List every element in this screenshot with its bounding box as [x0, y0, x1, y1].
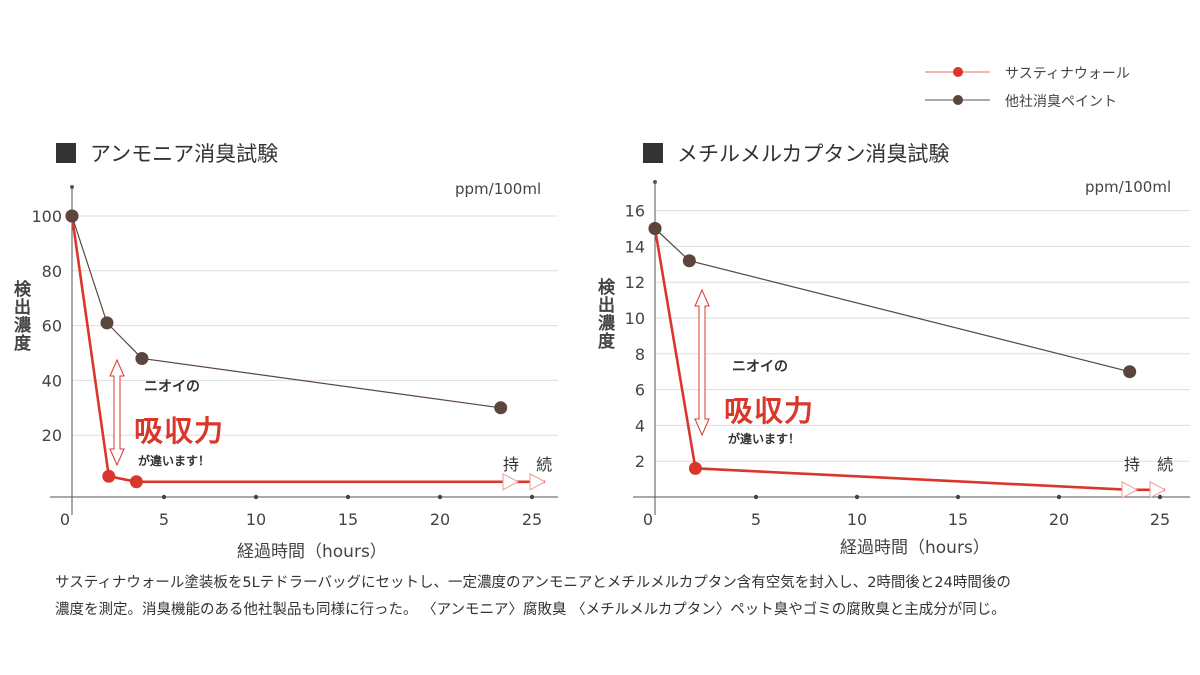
chart1-unit: ppm/100ml: [455, 180, 542, 198]
chart1-series-other-point: [494, 401, 508, 415]
chart1-xtick-label: 0: [60, 510, 70, 529]
legend-label-sustina: サスティナウォール: [1005, 66, 1130, 82]
chart1-ytick-label: 20: [42, 426, 62, 445]
chart2-ytick-label: 12: [625, 273, 645, 292]
chart2-xtick-mark: [955, 494, 961, 500]
chart1-xtick-label: 10: [246, 510, 266, 529]
chart1-xtick-label: 20: [430, 510, 450, 529]
chart1-title: アンモニア消臭試験: [56, 138, 278, 168]
chart2-difference-arrow-icon: [694, 288, 710, 437]
chart2-series-other-point: [1123, 365, 1137, 379]
chart2-xtick-label: 0: [643, 510, 653, 529]
chart1-continue-arrow-icon: [502, 472, 520, 491]
chart2-xtick-mark: [854, 494, 860, 500]
caption-line2: 濃度を測定。消臭機能のある他社製品も同様に行った。 〈アンモニア〉腐敗臭 〈メチ…: [55, 602, 1006, 618]
chart1-xtick-mark: [253, 494, 259, 500]
chart1-xlabel: 経過時間（hours）: [237, 542, 387, 562]
chart2-ytick-label: 14: [625, 237, 645, 256]
chart2-xlabel: 経過時間（hours）: [840, 538, 990, 558]
chart1-ytick-label: 60: [42, 317, 62, 336]
chart2-xtick-label: 15: [948, 510, 968, 529]
title-square-icon: [56, 143, 76, 163]
chart2-ytick-label: 6: [635, 381, 645, 400]
legend-label-other: 他社消臭ペイント: [1005, 94, 1117, 110]
chart2-continue-arrow-icon: [1121, 481, 1139, 499]
chart2-series-other-point: [682, 254, 696, 268]
chart2-ylabel: 検出濃度: [594, 278, 614, 350]
chart2-xtick-label: 10: [847, 510, 867, 529]
chart2-note-line1: ニオイの: [732, 359, 788, 375]
chart1-note-line3: が違います！: [138, 454, 211, 468]
chart1-xtick-label: 5: [159, 510, 169, 529]
chart2-note-line2: 吸収力: [724, 394, 815, 428]
chart1-ytick-label: 80: [42, 262, 62, 281]
chart2-continue-arrow-icon: [1149, 481, 1167, 499]
chart1-xtick-mark: [161, 494, 167, 500]
chart2-series-sustina-point: [688, 461, 702, 475]
chart1-difference-arrow-icon: [109, 358, 125, 467]
legend-marker-other: [953, 95, 963, 105]
chart1-xtick-mark: [437, 494, 443, 500]
chart2-xtick-label: 25: [1150, 510, 1170, 529]
chart1-xtick-mark: [345, 494, 351, 500]
chart1-xtick-label: 15: [338, 510, 358, 529]
chart1-note-line1: ニオイの: [144, 379, 200, 395]
chart2-xtick-label: 5: [751, 510, 761, 529]
chart2-title-text: メチルメルカプタン消臭試験: [677, 142, 950, 166]
chart1-ytick-label: 40: [42, 371, 62, 390]
chart2-unit: ppm/100ml: [1085, 178, 1172, 196]
chart2-ytick-label: 8: [635, 345, 645, 364]
chart1-series-other-line: [71, 215, 501, 409]
chart1-series-other-point: [135, 351, 149, 365]
chart2-ytick-label: 2: [635, 452, 645, 471]
chart2-xtick-mark: [753, 494, 759, 500]
chart1-continue-arrow-icon: [529, 472, 547, 491]
chart2-title: メチルメルカプタン消臭試験: [643, 138, 949, 168]
chart1-xtick-mark: [529, 494, 535, 500]
chart2-xtick-mark: [1157, 494, 1163, 500]
chart1-series-sustina-point: [102, 469, 116, 483]
chart2-xtick-label: 20: [1049, 510, 1069, 529]
title-square-icon: [643, 143, 663, 163]
chart2-series-other-point: [648, 222, 662, 235]
chart2-y-axis-end: [653, 180, 657, 184]
chart2-continue-label: 持 続: [1124, 455, 1180, 474]
chart1-ylabel: 検出濃度: [10, 280, 30, 352]
chart1-series-sustina-line: [70, 215, 545, 484]
chart1-series-other-point: [65, 209, 79, 223]
chart2-ytick-label: 16: [625, 202, 645, 221]
chart1-xtick-label: 25: [522, 510, 542, 529]
chart2-ytick-label: 10: [625, 309, 645, 328]
chart2-series-other-line: [654, 228, 1130, 373]
chart2-series-sustina-line: [653, 228, 1165, 492]
chart2-note-line3: が違います！: [728, 432, 801, 446]
chart1-ytick-label: 100: [31, 207, 62, 226]
chart2-ytick-label: 4: [635, 416, 645, 435]
legend-marker-sustina: [953, 67, 963, 77]
chart1-y-axis-end: [70, 185, 74, 189]
caption: サスティナウォール塗装板を5Lテドラーバッグにセットし、一定濃度のアンモニアとメ…: [55, 570, 1011, 624]
chart1-title-text: アンモニア消臭試験: [90, 142, 279, 166]
chart1-series-sustina-point: [129, 475, 143, 489]
chart1-note-line2: 吸収力: [134, 414, 225, 448]
chart2-xtick-mark: [1056, 494, 1062, 500]
chart1-series-other-point: [100, 316, 114, 330]
caption-line1: サスティナウォール塗装板を5Lテドラーバッグにセットし、一定濃度のアンモニアとメ…: [55, 575, 1011, 591]
chart1-continue-label: 持 続: [503, 455, 559, 474]
